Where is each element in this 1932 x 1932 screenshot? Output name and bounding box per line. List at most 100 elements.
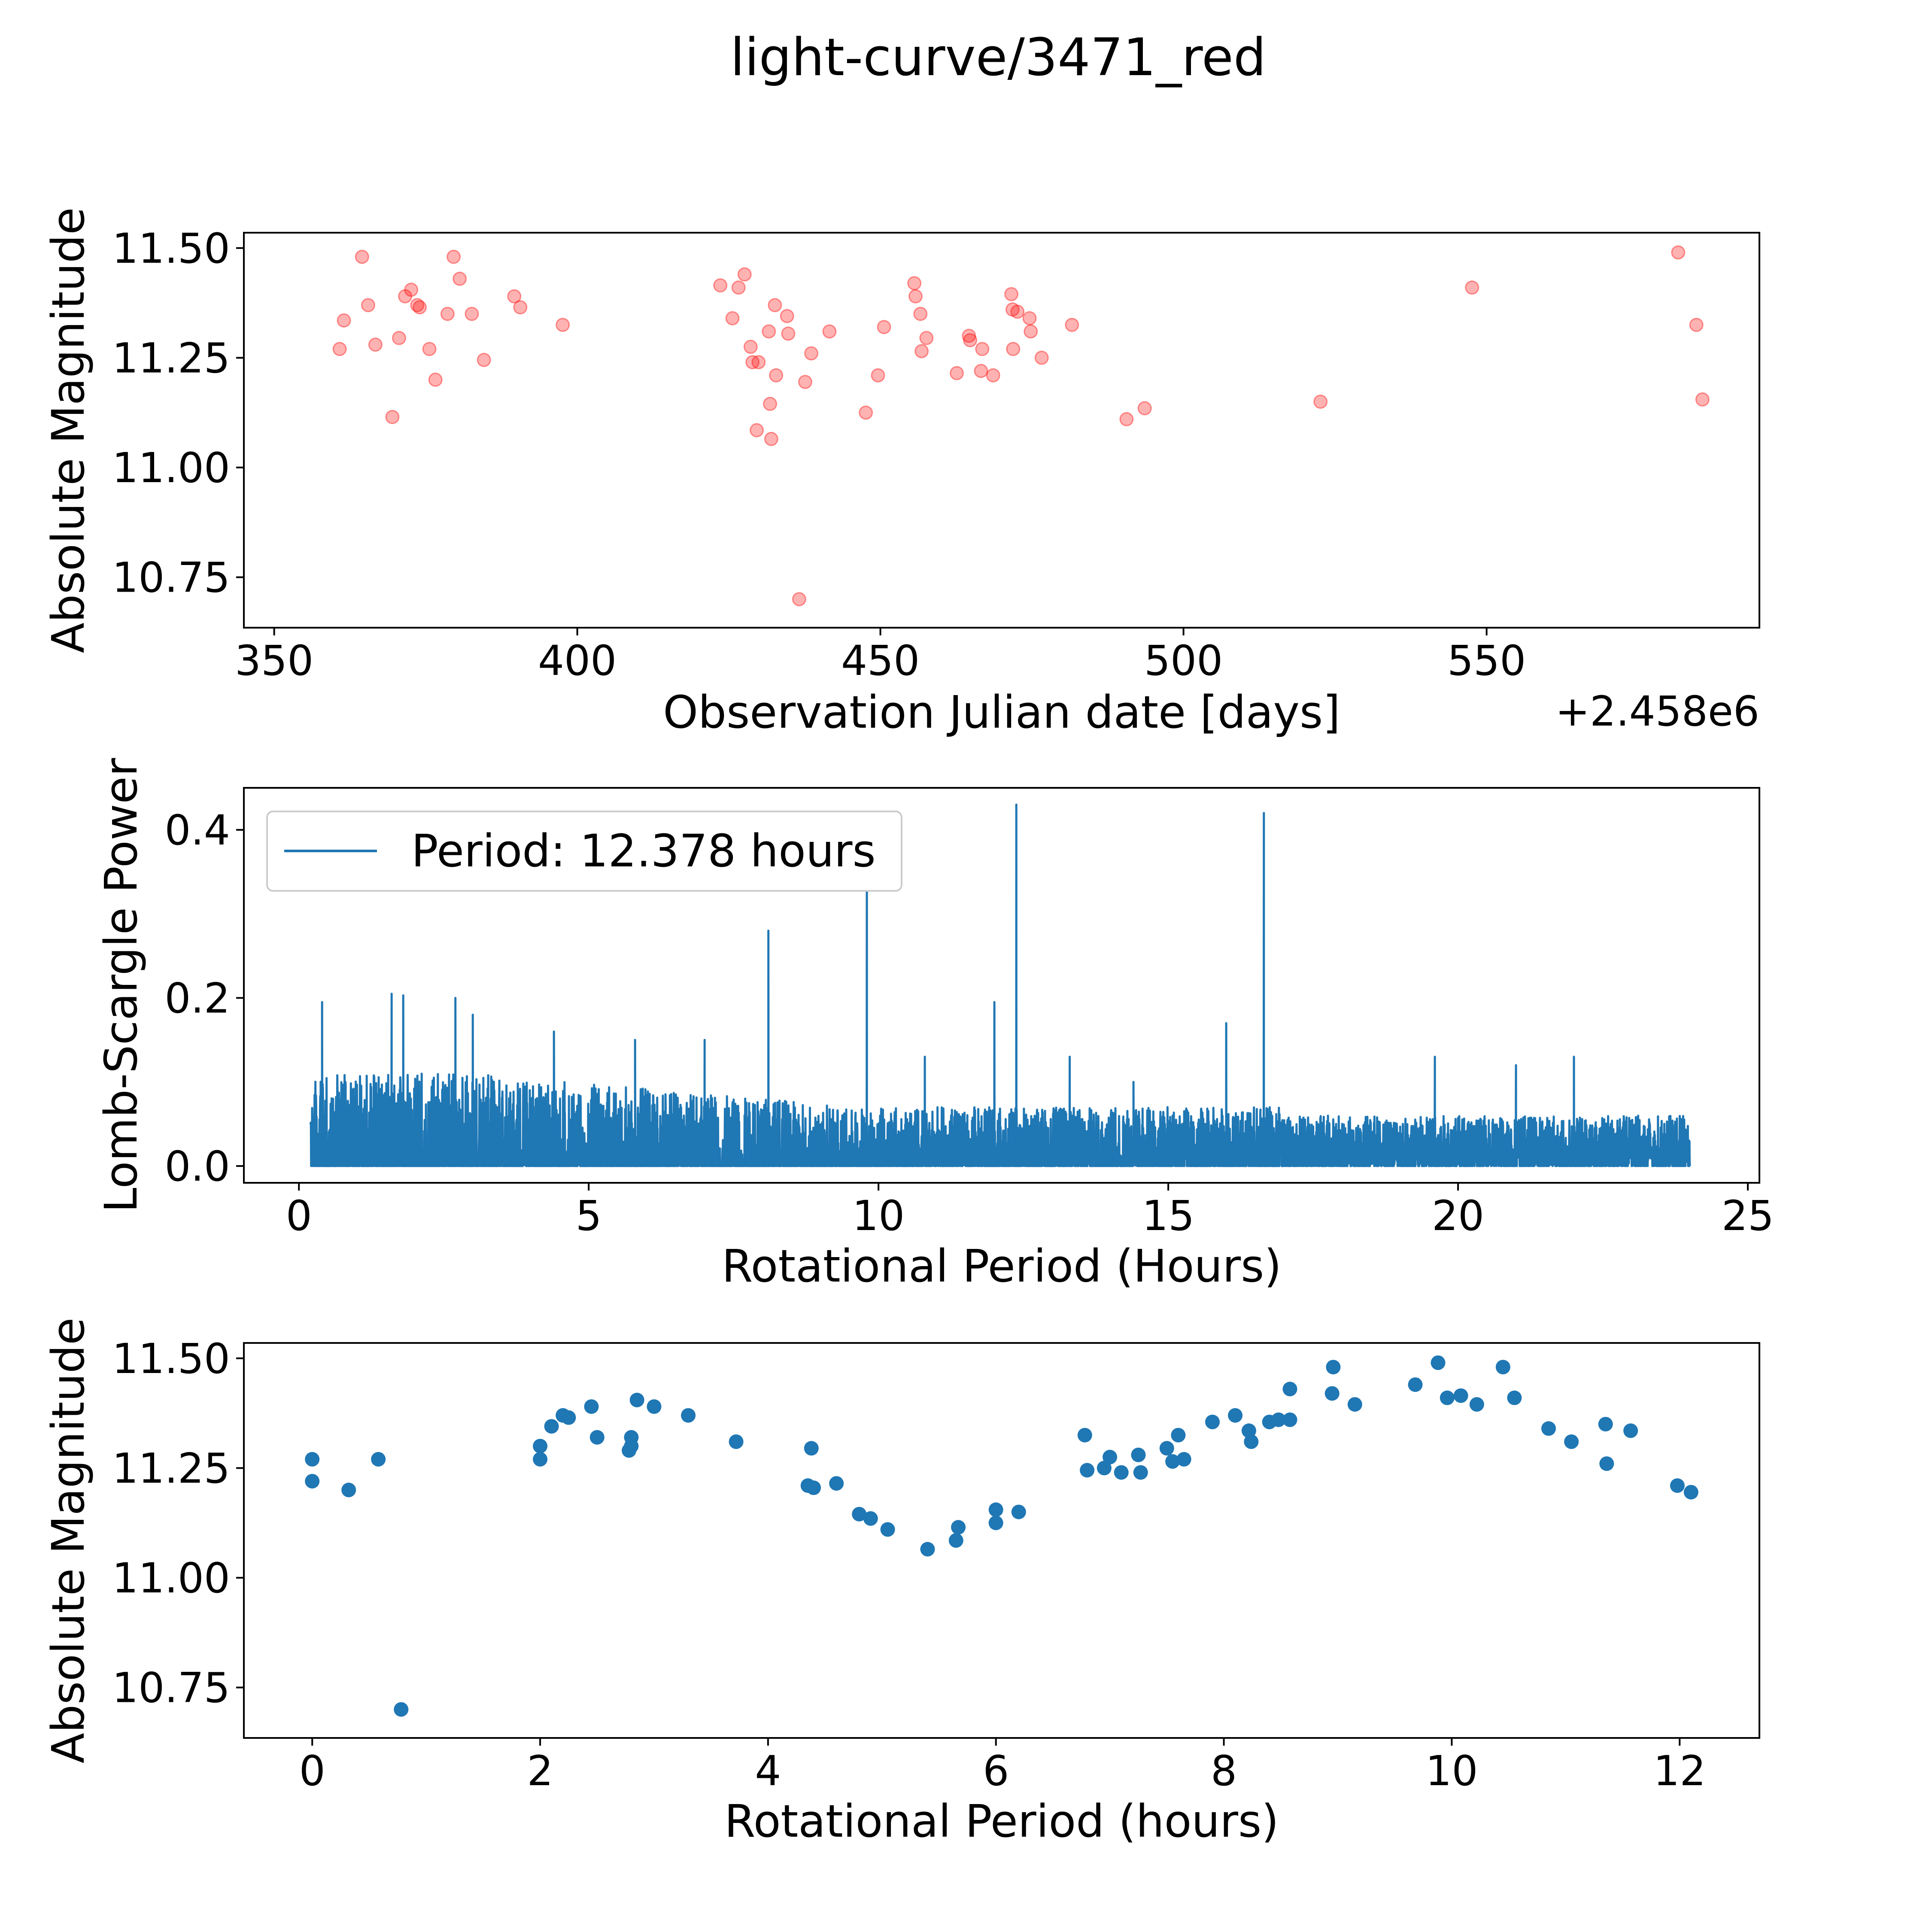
phase-folded-light-curve-point xyxy=(305,1474,320,1488)
raw-light-curve-point xyxy=(556,318,570,332)
raw-light-curve-point xyxy=(908,289,923,304)
phase-folded-light-curve-point xyxy=(647,1399,662,1414)
raw-light-curve-point xyxy=(453,271,467,286)
raw-light-curve-point xyxy=(871,368,885,383)
phase-folded-light-curve-point xyxy=(1159,1441,1174,1456)
raw-light-curve-point xyxy=(877,320,891,334)
figure-title: light-curve/3471_red xyxy=(730,28,1266,88)
phase-folded-light-curve-point xyxy=(561,1410,576,1425)
raw-light-curve-point xyxy=(745,355,760,370)
raw-light-curve-point xyxy=(355,249,369,264)
periodogram-xlabel: Rotational Period (Hours) xyxy=(722,1240,1282,1292)
phase-folded-light-curve-point xyxy=(1097,1461,1112,1476)
lomb-scargle-periodogram-xtick-label: 20 xyxy=(1432,1192,1484,1240)
raw-light-curve-point xyxy=(1689,318,1704,332)
phase-folded-light-curve-point xyxy=(1623,1423,1638,1438)
raw-light-curve-point xyxy=(751,355,766,370)
phase-folded-light-curve-point xyxy=(1541,1421,1556,1436)
raw-light-curve-xtick-label: 400 xyxy=(538,637,617,685)
raw-light-curve-point xyxy=(914,344,929,358)
raw-light-curve-panel: 350 400 450 500 550 10.75 11.00 11.25 11.50 Obse… xyxy=(42,207,1760,738)
raw-light-curve-point xyxy=(422,342,437,356)
raw-light-curve-point xyxy=(1010,304,1025,319)
raw-light-curve-point xyxy=(1024,324,1038,339)
raw-light-curve-point xyxy=(507,289,522,304)
phase-folded-light-curve-point xyxy=(1324,1386,1340,1401)
raw-light-curve-point xyxy=(1006,342,1021,356)
raw-light-curve-point xyxy=(477,352,491,367)
lomb-scargle-periodogram-xtick-label: 0 xyxy=(286,1192,312,1240)
phase-folded-light-curve-point xyxy=(852,1507,867,1522)
periodogram-panel: 0 5 10 15 20 25 0.0 0.2 0.4 Rotational Period (H… xyxy=(95,758,1774,1292)
folded-light-curve-xlabel: Rotational Period (hours) xyxy=(724,1795,1279,1847)
raw-light-curve-point xyxy=(804,346,819,361)
phase-folded-light-curve-point xyxy=(1408,1377,1423,1392)
raw-light-curve-frame xyxy=(243,232,1760,629)
phase-folded-light-curve-point xyxy=(1431,1355,1446,1370)
raw-light-curve-ytick-label: 11.00 xyxy=(112,444,230,492)
lomb-scargle-periodogram-xtick-label: 15 xyxy=(1142,1192,1194,1240)
raw-light-curve-point xyxy=(859,405,873,420)
phase-folded-light-curve-point xyxy=(681,1408,696,1423)
raw-light-curve-point xyxy=(822,324,837,339)
raw-light-curve-point xyxy=(913,307,928,321)
raw-light-curve-ytick-label: 10.75 xyxy=(112,553,230,601)
phase-folded-light-curve-point xyxy=(1077,1428,1092,1443)
phase-folded-light-curve-point xyxy=(394,1702,409,1717)
raw-light-curve-point xyxy=(769,368,784,383)
raw-light-curve-point xyxy=(1119,412,1134,426)
phase-folded-light-curve-point xyxy=(1598,1417,1613,1432)
phase-folded-light-curve-point xyxy=(1495,1360,1510,1375)
phase-folded-light-curve-point xyxy=(533,1452,548,1467)
phase-folded-light-curve-point xyxy=(948,1533,963,1548)
raw-light-curve-point xyxy=(1695,392,1710,407)
folded-light-curve-frame xyxy=(243,1342,1760,1739)
phase-folded-light-curve-xtick-label: 8 xyxy=(1211,1747,1237,1795)
phase-folded-light-curve-point xyxy=(1326,1360,1341,1375)
raw-light-curve-point xyxy=(919,331,934,345)
raw-light-curve-point xyxy=(974,364,988,378)
raw-light-curve-point xyxy=(798,375,812,389)
phase-folded-light-curve-point xyxy=(1507,1390,1522,1405)
raw-light-curve-point xyxy=(962,328,976,343)
phase-folded-light-curve-point xyxy=(988,1502,1003,1517)
raw-light-curve-point xyxy=(361,298,375,313)
phase-folded-light-curve-point xyxy=(729,1434,744,1449)
periodogram-line-group xyxy=(309,803,1691,1167)
phase-folded-light-curve-ytick-label: 11.00 xyxy=(112,1554,230,1602)
raw-light-curve-point xyxy=(1022,311,1037,325)
phase-folded-light-curve-point xyxy=(1282,1382,1297,1397)
raw-light-curve-point xyxy=(764,431,778,446)
phase-folded-light-curve-xtick-label: 2 xyxy=(527,1747,553,1795)
phase-folded-light-curve-point xyxy=(1228,1408,1243,1423)
phase-folded-light-curve-point xyxy=(1440,1390,1455,1405)
phase-folded-light-curve-point xyxy=(1469,1397,1484,1412)
raw-light-curve-point xyxy=(447,249,461,264)
phase-folded-light-curve-xtick-label: 12 xyxy=(1653,1747,1706,1795)
phase-folded-light-curve-point xyxy=(1103,1449,1118,1464)
raw-light-curve-point xyxy=(792,592,806,607)
phase-folded-light-curve-point xyxy=(589,1430,605,1445)
raw-light-curve-point xyxy=(907,276,922,291)
phase-folded-light-curve-point xyxy=(629,1392,644,1407)
raw-light-curve-xlabel: Observation Julian date [days] xyxy=(663,686,1340,738)
raw-light-curve-offset: +2.458e6 xyxy=(1555,687,1759,735)
raw-light-curve-point xyxy=(1065,318,1079,332)
raw-light-curve-point xyxy=(950,366,964,380)
raw-light-curve-xtick-label: 450 xyxy=(841,637,920,685)
phase-folded-light-curve-point xyxy=(1670,1478,1685,1493)
raw-light-curve-point xyxy=(1671,245,1686,260)
phase-folded-light-curve-ytick-label: 11.50 xyxy=(112,1335,230,1383)
periodogram-legend: Period: 12.378 hours xyxy=(266,811,902,892)
phase-folded-light-curve-point xyxy=(1453,1388,1468,1403)
phase-folded-light-curve-point xyxy=(1114,1465,1129,1480)
lomb-scargle-periodogram-ytick-label: 0.2 xyxy=(164,974,230,1022)
raw-light-curve-point xyxy=(725,311,740,325)
folded-light-curve-points xyxy=(305,1355,1698,1717)
phase-folded-light-curve-point xyxy=(920,1542,935,1557)
raw-light-curve-point xyxy=(385,410,400,424)
phase-folded-light-curve-point xyxy=(1599,1456,1614,1471)
raw-light-curve-point xyxy=(1004,287,1019,301)
phase-folded-light-curve-point xyxy=(829,1476,844,1491)
